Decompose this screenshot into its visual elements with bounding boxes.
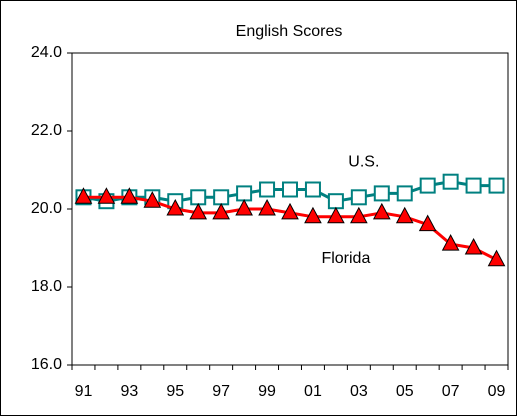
marker [189,202,208,220]
x-tick-label: 01 [304,383,322,400]
marker [190,189,207,206]
marker [395,206,414,224]
x-tick-label: 07 [442,383,460,400]
y-tick-label: 22.0 [31,122,62,139]
marker [74,187,93,204]
marker [396,185,413,202]
marker [258,198,276,216]
marker [418,214,437,232]
marker [212,202,230,220]
marker [465,177,482,194]
marker [120,187,139,204]
marker [304,181,321,198]
y-tick-label: 20.0 [31,200,62,217]
marker [372,202,391,220]
x-tick-label: 97 [212,383,230,400]
marker [304,206,322,224]
marker [97,187,116,204]
x-tick-label: 05 [396,383,414,400]
x-tick-label: 09 [488,383,506,400]
marker [419,177,436,194]
marker [282,181,298,198]
marker [373,185,390,202]
chart-title: English Scores [236,23,343,40]
x-tick-label: 93 [120,383,138,400]
y-tick-label: 16.0 [31,356,62,373]
x-tick-label: 03 [350,383,368,400]
marker [442,173,459,190]
marker [143,191,162,208]
marker [166,198,185,216]
marker [236,185,253,202]
marker [327,206,345,224]
marker [487,249,506,267]
marker [327,193,344,210]
marker [488,177,505,194]
series-label: Florida [321,250,370,267]
x-tick-label: 99 [258,383,276,400]
y-tick-label: 18.0 [31,278,62,295]
marker [441,234,460,251]
marker [281,202,299,220]
x-tick-label: 91 [75,383,93,400]
marker [350,206,368,224]
marker [235,198,253,216]
marker [259,181,276,198]
marker [213,189,230,206]
x-tick-label: 95 [166,383,184,400]
y-tick-label: 24.0 [31,44,62,61]
marker [350,189,367,206]
series-label: U.S. [348,154,379,171]
marker [464,237,483,255]
